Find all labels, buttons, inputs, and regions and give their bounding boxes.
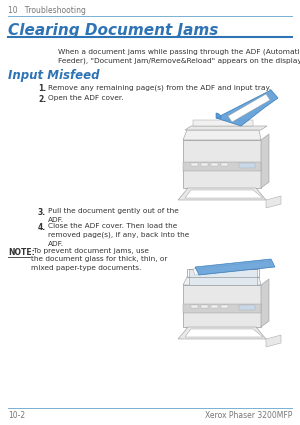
Polygon shape (178, 327, 266, 339)
Bar (239, 305, 255, 310)
Polygon shape (183, 285, 261, 327)
Text: 10-2: 10-2 (8, 411, 25, 420)
Text: Xerox Phaser 3200MFP: Xerox Phaser 3200MFP (205, 411, 292, 420)
Polygon shape (183, 130, 261, 140)
Bar (183, 304, 261, 313)
Text: To prevent document jams, use
the document glass for thick, thin, or
mixed paper: To prevent document jams, use the docume… (31, 248, 167, 271)
Polygon shape (193, 261, 271, 275)
Text: When a document jams while passing through the ADF (Automatic Document
Feeder), : When a document jams while passing throu… (58, 48, 300, 64)
Polygon shape (185, 190, 263, 198)
Text: NOTE:: NOTE: (8, 248, 35, 257)
Polygon shape (266, 335, 281, 347)
Polygon shape (183, 277, 261, 285)
Bar (239, 162, 255, 167)
Text: Remove any remaining page(s) from the ADF and input tray.: Remove any remaining page(s) from the AD… (48, 84, 271, 91)
Text: 3.: 3. (38, 208, 46, 217)
Bar (201, 305, 208, 308)
Text: 2.: 2. (38, 95, 46, 104)
Text: Pull the document gently out of the
ADF.: Pull the document gently out of the ADF. (48, 208, 179, 223)
Polygon shape (185, 329, 263, 337)
Bar (221, 162, 228, 166)
Bar (221, 305, 228, 308)
Text: 1.: 1. (38, 84, 46, 93)
Bar (191, 162, 198, 166)
Polygon shape (261, 279, 269, 327)
Polygon shape (266, 196, 281, 208)
Bar (211, 305, 218, 308)
Polygon shape (189, 269, 257, 285)
Text: 4.: 4. (38, 223, 46, 232)
Wedge shape (216, 113, 221, 118)
Text: Clearing Document Jams: Clearing Document Jams (8, 23, 218, 37)
Polygon shape (216, 90, 278, 126)
Bar (211, 162, 218, 166)
Polygon shape (185, 126, 267, 130)
Bar (183, 162, 261, 171)
Polygon shape (228, 94, 270, 122)
Polygon shape (195, 259, 275, 275)
Polygon shape (178, 188, 266, 200)
Polygon shape (183, 140, 261, 188)
Polygon shape (193, 120, 253, 126)
Bar (191, 305, 198, 308)
Bar (201, 162, 208, 166)
Text: Open the ADF cover.: Open the ADF cover. (48, 95, 124, 101)
Text: Input Misfeed: Input Misfeed (8, 68, 100, 82)
Polygon shape (261, 134, 269, 188)
Text: Close the ADF cover. Then load the
removed page(s), if any, back into the
ADF.: Close the ADF cover. Then load the remov… (48, 223, 189, 246)
Text: 10   Troubleshooting: 10 Troubleshooting (8, 6, 86, 14)
